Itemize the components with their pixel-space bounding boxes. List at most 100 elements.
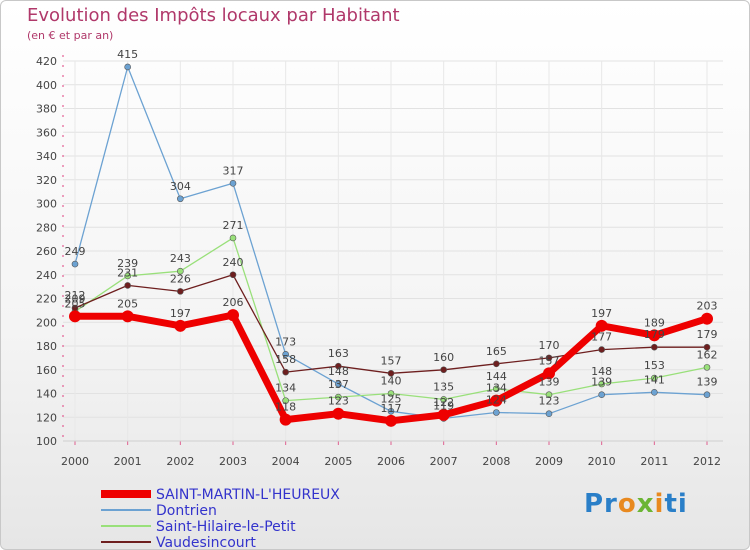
series-point-0 — [701, 312, 713, 325]
series-point-0 — [543, 367, 555, 380]
data-label-3: 177 — [591, 331, 612, 344]
series-point-0 — [121, 310, 134, 323]
series-point-1 — [71, 260, 79, 268]
series-point-0 — [385, 414, 397, 427]
series-point-0 — [227, 309, 239, 322]
chart-subtitle: (en € et par an) — [27, 29, 114, 42]
data-label-0: 205 — [65, 297, 86, 310]
x-tick-label: 2011 — [640, 455, 668, 468]
series-point-1 — [124, 63, 131, 71]
data-label-3: 179 — [697, 328, 718, 341]
series-point-0 — [332, 407, 345, 420]
data-label-1: 125 — [381, 392, 402, 405]
y-tick-label: 360 — [36, 126, 57, 139]
data-label-2: 209 — [65, 293, 86, 306]
series-points — [69, 63, 713, 427]
series-point-3 — [177, 288, 184, 295]
gridlines — [63, 60, 723, 442]
y-tick-label: 300 — [36, 198, 57, 211]
data-label-0: 123 — [328, 395, 349, 408]
data-label-0: 205 — [117, 297, 138, 310]
series-point-1 — [335, 380, 342, 388]
y-tick-label: 220 — [36, 293, 57, 306]
y-tick-label: 160 — [36, 364, 57, 377]
data-label-0: 134 — [486, 382, 507, 395]
data-label-1: 139 — [697, 376, 718, 389]
x-tick-label: 2005 — [324, 455, 352, 468]
y-tick-label: 380 — [36, 103, 57, 116]
data-label-3: 240 — [223, 256, 244, 269]
proxiti-logo: Proxiti — [584, 489, 688, 519]
series-point-3 — [387, 370, 395, 377]
data-label-2: 271 — [223, 219, 244, 232]
y-tick-label: 100 — [36, 435, 57, 448]
data-label-0: 117 — [381, 402, 402, 415]
data-label-1: 139 — [591, 376, 612, 389]
x-tick-label: 2004 — [272, 455, 300, 468]
series-point-3 — [335, 362, 342, 370]
data-label-0: 206 — [223, 296, 244, 309]
data-label-2: 137 — [328, 378, 349, 391]
legend: SAINT-MARTIN-L'HEUREUXDontrienSaint-Hila… — [101, 487, 340, 550]
data-label-2: 243 — [170, 252, 191, 265]
series-point-2 — [124, 272, 131, 280]
series-point-2 — [651, 374, 658, 382]
series-point-0 — [595, 319, 608, 332]
data-label-3: 158 — [275, 353, 296, 366]
series-point-2 — [493, 385, 500, 393]
series-point-0 — [69, 310, 81, 323]
x-tick-label: 2003 — [219, 455, 247, 468]
data-label-2: 135 — [433, 380, 454, 393]
y-tick-label: 400 — [36, 79, 57, 92]
x-tick-label: 2002 — [166, 455, 194, 468]
data-label-2: 148 — [591, 365, 612, 378]
data-label-3: 231 — [117, 266, 138, 279]
series-point-3 — [440, 366, 447, 374]
series-point-0 — [437, 408, 450, 421]
series-point-2 — [545, 391, 553, 398]
data-label-2: 134 — [275, 382, 296, 395]
data-label-3: 212 — [65, 289, 86, 302]
series-point-1 — [545, 410, 553, 417]
series-point-2 — [335, 393, 342, 401]
series-point-1 — [177, 195, 184, 203]
y-tick-label: 260 — [36, 245, 57, 258]
series-point-1 — [598, 391, 605, 398]
legend-label-0: SAINT-MARTIN-L'HEUREUX — [156, 487, 340, 503]
data-label-2: 153 — [644, 359, 665, 372]
legend-label-2: Saint-Hilaire-le-Petit — [156, 519, 296, 535]
data-label-2: 239 — [117, 257, 138, 270]
data-label-2: 144 — [486, 370, 507, 383]
y-tick-label: 280 — [36, 221, 57, 234]
y-tick-label: 240 — [36, 269, 57, 282]
series-point-0 — [279, 413, 292, 426]
x-tick-label: 2006 — [377, 455, 405, 468]
series-point-1 — [387, 408, 395, 415]
data-label-0: 118 — [275, 401, 296, 414]
series-point-1 — [651, 389, 658, 396]
series-point-0 — [174, 319, 187, 332]
data-label-1: 123 — [539, 395, 560, 408]
series-point-2 — [282, 397, 289, 404]
series-point-3 — [651, 343, 658, 351]
x-tick-label: 2001 — [114, 455, 142, 468]
x-tick-label: 2009 — [535, 455, 563, 468]
series-point-3 — [703, 343, 711, 351]
series-point-0 — [490, 394, 503, 407]
data-label-0: 197 — [591, 307, 612, 320]
data-label-3: 226 — [170, 272, 191, 285]
data-label-2: 139 — [539, 376, 560, 389]
series-point-3 — [229, 271, 237, 279]
data-label-1: 317 — [223, 164, 244, 177]
series-point-2 — [177, 267, 184, 275]
x-tick-label: 2000 — [61, 455, 89, 468]
series-point-3 — [124, 282, 131, 289]
data-label-1: 304 — [170, 180, 191, 193]
data-label-1: 141 — [644, 373, 665, 386]
series-point-1 — [703, 391, 711, 398]
series-point-3 — [282, 368, 289, 376]
legend-label-3: Vaudesincourt — [156, 535, 256, 550]
series-point-2 — [387, 390, 395, 397]
y-tick-label: 180 — [36, 340, 57, 353]
